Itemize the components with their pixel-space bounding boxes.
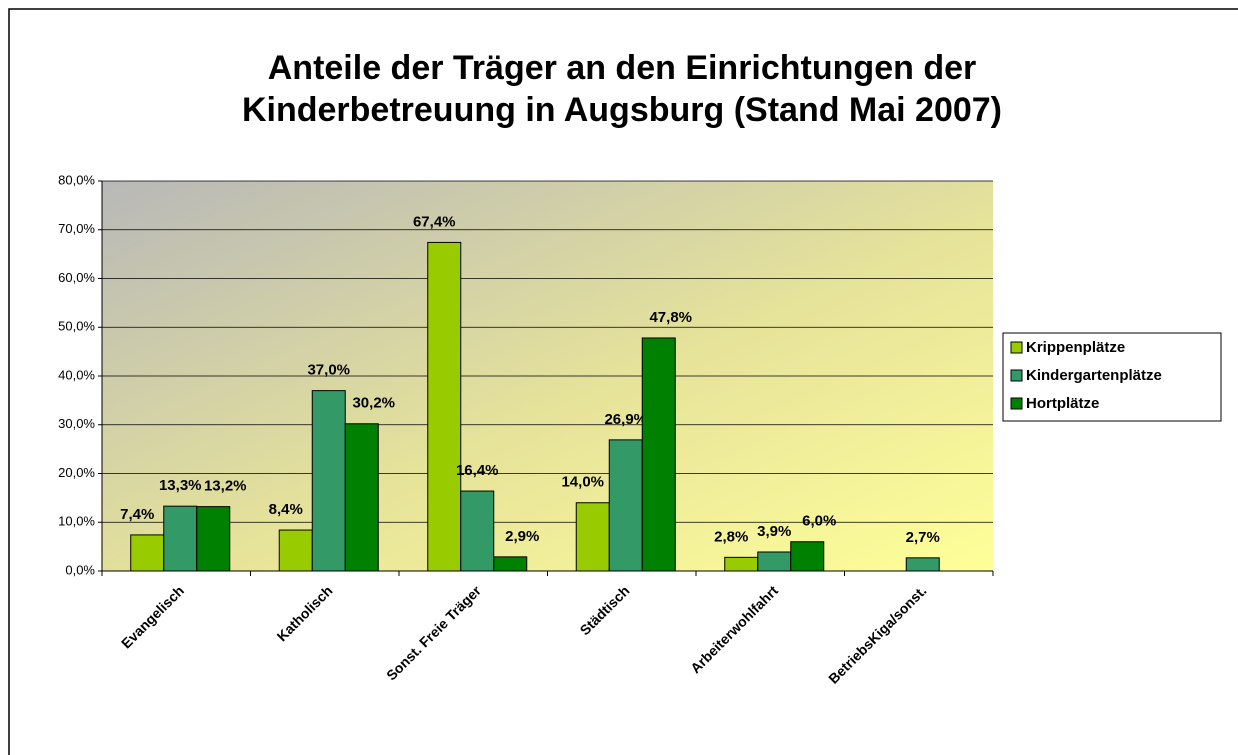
bar [493, 556, 528, 572]
data-label: 67,4% [413, 213, 456, 230]
data-label: 30,2% [352, 395, 395, 412]
bar [757, 551, 792, 572]
chart-title: Kinderbetreuung in Augsburg (Stand Mai 2… [242, 91, 1002, 129]
y-tick-label: 0,0% [65, 562, 95, 577]
bar [905, 557, 940, 572]
y-tick-label: 70,0% [58, 221, 95, 236]
y-tick-label: 10,0% [58, 514, 95, 529]
bar [163, 505, 198, 572]
bar [575, 502, 610, 572]
bar [641, 337, 676, 572]
bar [278, 529, 313, 572]
data-label: 2,9% [505, 528, 539, 545]
y-tick-label: 80,0% [58, 172, 95, 187]
bar [608, 439, 643, 572]
data-label: 16,4% [456, 462, 499, 479]
bar [790, 541, 825, 572]
data-label: 3,9% [757, 523, 791, 540]
y-tick-label: 30,0% [58, 416, 95, 431]
bar [196, 506, 231, 572]
legend-swatch [1010, 369, 1023, 382]
data-label: 6,0% [802, 513, 836, 530]
y-tick-label: 20,0% [58, 465, 95, 480]
bar [344, 423, 379, 572]
data-label: 47,8% [649, 309, 692, 326]
data-label: 13,2% [204, 478, 247, 495]
data-label: 2,7% [906, 529, 940, 546]
y-tick-label: 60,0% [58, 270, 95, 285]
data-label: 14,0% [561, 474, 604, 491]
bar [130, 534, 165, 572]
data-label: 26,9% [604, 411, 647, 428]
legend-label: Krippenplätze [1026, 339, 1125, 356]
data-label: 8,4% [269, 501, 303, 518]
bar [724, 556, 759, 572]
data-label: 7,4% [120, 506, 154, 523]
legend-label: Hortplätze [1026, 395, 1099, 412]
legend-swatch [1010, 397, 1023, 410]
data-label: 37,0% [307, 362, 350, 379]
legend-label: Kindergartenplätze [1026, 367, 1162, 384]
bar [311, 390, 346, 572]
bar [460, 490, 495, 572]
data-label: 13,3% [159, 477, 202, 494]
y-tick-label: 40,0% [58, 367, 95, 382]
chart-title: Anteile der Träger an den Einrichtungen … [268, 49, 976, 87]
legend-swatch [1010, 341, 1023, 354]
data-label: 2,8% [714, 528, 748, 545]
legend [1002, 332, 1222, 422]
bar [427, 241, 462, 572]
y-tick-label: 50,0% [58, 319, 95, 334]
